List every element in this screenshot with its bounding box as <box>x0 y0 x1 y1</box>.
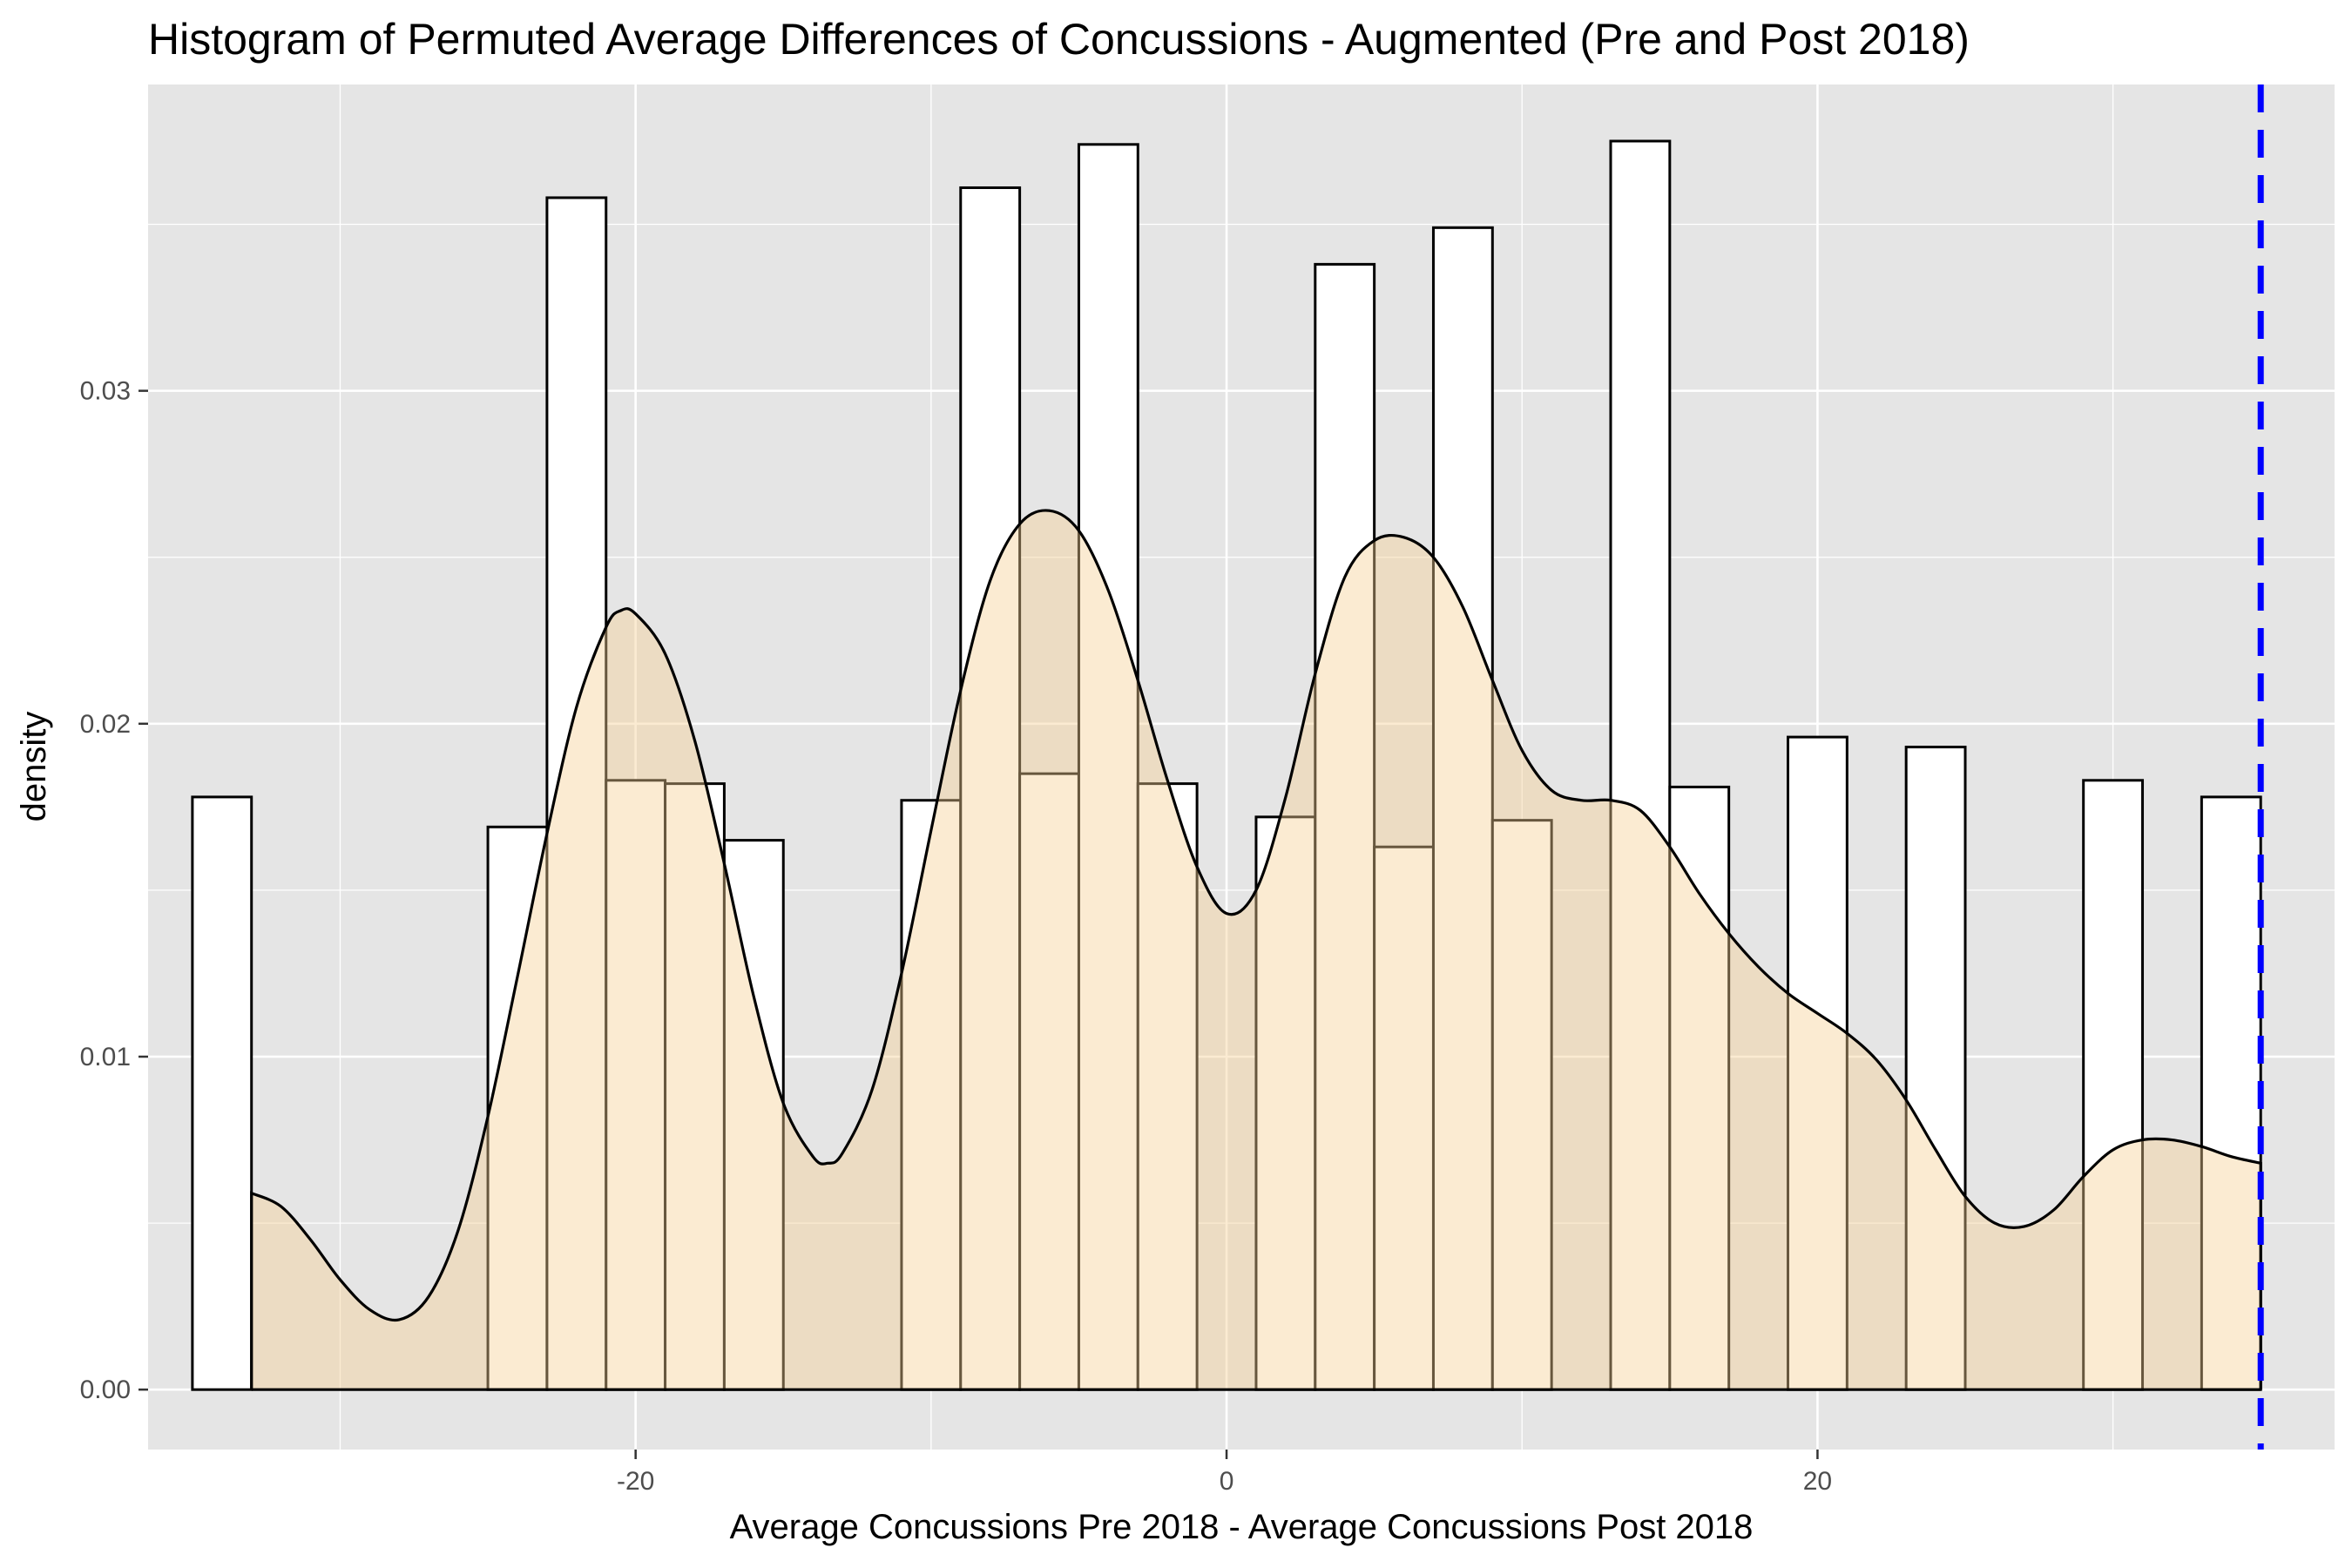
y-tick-label: 0.03 <box>80 377 131 406</box>
x-tick-label: 0 <box>1220 1467 1234 1496</box>
histogram-bar <box>1609 139 1672 1391</box>
histogram-bar <box>722 839 785 1391</box>
x-tick-label: -20 <box>617 1467 654 1496</box>
y-tick-label: 0.02 <box>80 710 131 739</box>
density-curve-group <box>250 509 2262 1391</box>
y-tick-label: 0.01 <box>80 1043 131 1071</box>
histogram-bar <box>1431 226 1494 1391</box>
histogram-bar <box>605 779 667 1391</box>
chart-title: Histogram of Permuted Average Difference… <box>148 15 1970 64</box>
density-curve-line <box>250 509 2262 1390</box>
histogram-bar <box>486 825 549 1391</box>
x-tick-label: 20 <box>1803 1467 1832 1496</box>
histogram-bar <box>1668 785 1731 1391</box>
y-axis-title: density <box>15 712 53 822</box>
histogram-bar <box>191 795 253 1391</box>
density-area <box>251 510 2261 1390</box>
y-axis: 0.00 0.01 0.02 0.03 <box>80 377 148 1404</box>
histogram-bar <box>1254 815 1317 1391</box>
histogram-bar <box>2200 795 2262 1391</box>
histogram-bar <box>1787 735 1848 1391</box>
histogram-bar <box>1373 845 1435 1391</box>
x-axis: -20 0 20 <box>617 1450 1832 1496</box>
histogram-bar <box>1136 782 1199 1391</box>
x-axis-title: Average Concussions Pre 2018 - Average C… <box>730 1508 1754 1546</box>
histogram-bar <box>1077 143 1139 1391</box>
histogram-bar <box>1314 262 1376 1391</box>
histogram-bar <box>959 186 1022 1391</box>
histogram-bar <box>1490 819 1553 1391</box>
histogram-bars <box>191 139 2262 1391</box>
y-tick-label: 0.00 <box>80 1375 131 1404</box>
